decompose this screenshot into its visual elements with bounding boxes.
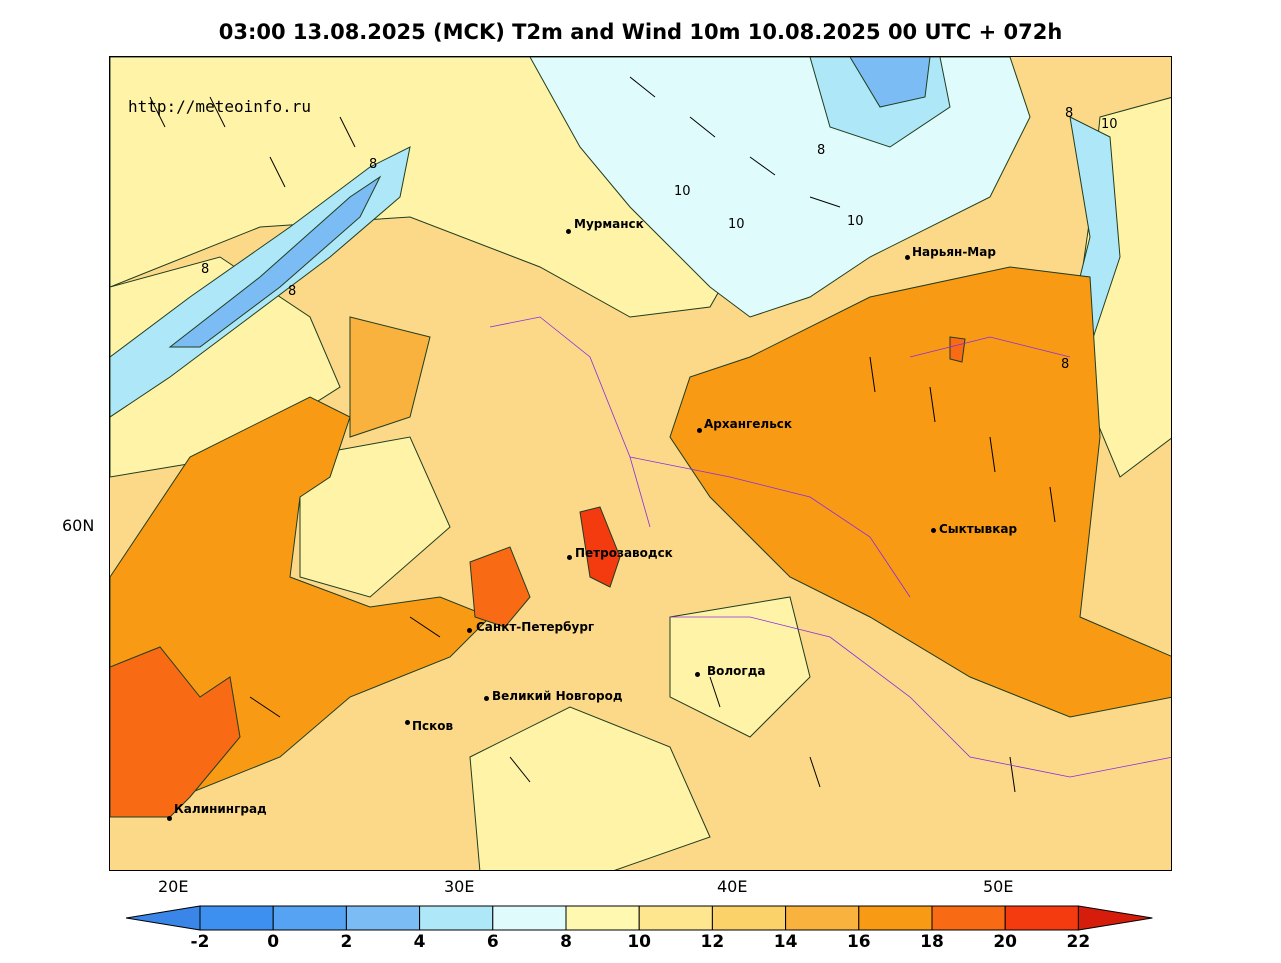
city-label-velikiy-novgorod: Великий Новгород — [492, 689, 623, 703]
contour-label: 8 — [817, 143, 826, 158]
map-title: 03:00 13.08.2025 (MCK) T2m and Wind 10m … — [218, 20, 1063, 44]
city-label-pskov: Псков — [412, 719, 454, 733]
colorbar — [126, 905, 1153, 931]
contour-label: 10 — [1101, 117, 1118, 132]
contour-label: 8 — [288, 284, 297, 299]
colorbar-cell — [858, 905, 933, 931]
contour-label: 8 — [201, 262, 210, 277]
colorbar-cell — [345, 905, 421, 931]
city-marker — [931, 528, 936, 533]
lon-label-40e: 40E — [717, 877, 748, 896]
contour-label: 10 — [847, 214, 864, 229]
contour-label: 10 — [728, 217, 745, 232]
colorbar-cell — [199, 905, 274, 931]
colorbar-under-arrow — [126, 905, 201, 931]
map-area — [109, 56, 1172, 871]
city-label-arkhangelsk: Архангельск — [704, 417, 793, 431]
colorbar-tick-label: 4 — [413, 932, 426, 952]
city-label-murmansk: Мурманск — [574, 217, 644, 231]
lon-label-50e: 50E — [983, 877, 1014, 896]
colorbar-over-arrow — [1077, 905, 1153, 931]
city-label-naryan-mar: Нарьян-Мар — [912, 245, 996, 259]
city-marker — [567, 555, 572, 560]
colorbar-tick-label: 12 — [700, 932, 725, 952]
city-label-vologda: Вологда — [707, 664, 766, 678]
contour-label: 8 — [369, 157, 378, 172]
colorbar-tick-label: 16 — [846, 932, 871, 952]
city-label-saint-petersburg: Санкт-Петербург — [476, 620, 595, 634]
city-marker — [484, 696, 489, 701]
colorbar-cell — [711, 905, 787, 931]
colorbar-tick-label: 20 — [993, 932, 1018, 952]
colorbar-cell — [492, 905, 567, 931]
colorbar-cell — [1004, 905, 1079, 931]
city-marker — [467, 628, 472, 633]
contour-label: 8 — [1065, 106, 1074, 121]
colorbar-tick-label: 18 — [920, 932, 944, 952]
city-marker — [566, 229, 571, 234]
city-marker — [695, 672, 700, 677]
colorbar-cell — [931, 905, 1006, 931]
colorbar-tick-label: 22 — [1066, 932, 1091, 952]
lat-label-60n: 60N — [62, 516, 95, 535]
colorbar-cell — [565, 905, 640, 931]
colorbar-tick-label: 0 — [267, 932, 280, 952]
city-marker — [697, 428, 702, 433]
city-marker — [905, 255, 910, 260]
colorbar-tick-label: 10 — [627, 932, 652, 952]
watermark-url: http://meteoinfo.ru — [128, 97, 312, 116]
city-marker — [167, 816, 172, 821]
contour-label: 8 — [1061, 357, 1070, 372]
lon-label-30e: 30E — [444, 877, 475, 896]
city-marker — [405, 720, 410, 725]
city-label-kaliningrad: Калининград — [174, 802, 267, 816]
colorbar-tick-label: 14 — [773, 932, 798, 952]
city-label-syktyvkar: Сыктывкар — [939, 522, 1018, 536]
city-label-petrozavodsk: Петрозаводск — [575, 546, 673, 560]
colorbar-cell — [785, 905, 860, 931]
colorbar-cell — [272, 905, 347, 931]
lon-label-20e: 20E — [158, 877, 189, 896]
temperature-field — [110, 57, 1171, 870]
colorbar-tick-label: 2 — [340, 932, 353, 952]
colorbar-tick-label: 8 — [560, 932, 572, 952]
contour-label: 10 — [674, 184, 691, 199]
colorbar-cell — [638, 905, 713, 931]
colorbar-tick-label: -2 — [190, 932, 210, 952]
colorbar-cell — [419, 905, 494, 931]
colorbar-tick-label: 6 — [486, 932, 499, 952]
